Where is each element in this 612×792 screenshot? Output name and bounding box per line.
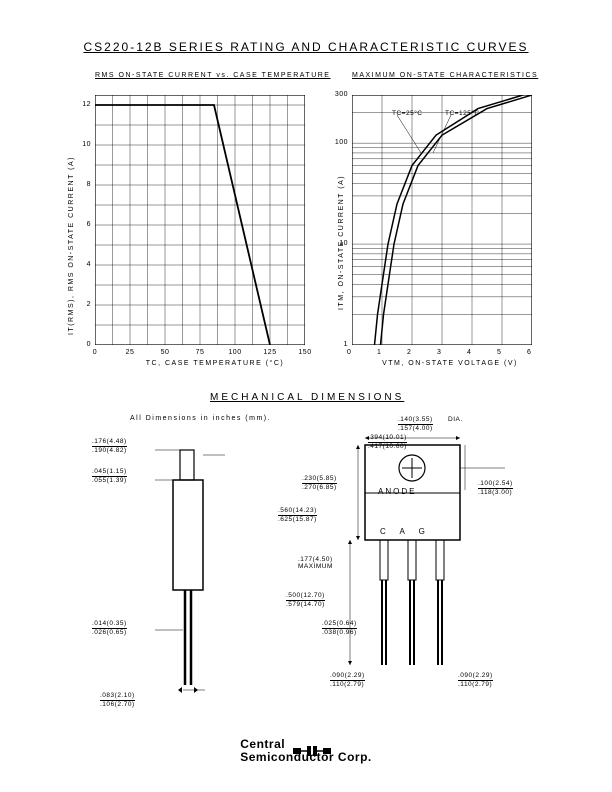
mech-title: MECHANICAL DIMENSIONS (210, 392, 404, 403)
chart1-xtick: 75 (192, 349, 208, 356)
mech-note: All Dimensions in inches (mm). (130, 415, 271, 422)
chart2-ytick: 1 (330, 341, 348, 348)
chart2-xtick: 1 (377, 349, 381, 356)
chart2-xtick: 4 (467, 349, 471, 356)
dim-500-579: .500(12.70).579(14.70) (286, 592, 325, 609)
dim-045-055: .045(1.15).055(1.39) (92, 468, 127, 485)
dim-090-110-r: .090(2.29).110(2.79) (458, 672, 493, 689)
front-view-drawing (330, 430, 510, 700)
chart1-xtick: 0 (87, 349, 103, 356)
chart1-xtick: 50 (157, 349, 173, 356)
chart1-ylabel: IT(RMS), RMS ON-STATE CURRENT (A) (68, 156, 75, 335)
chart1-ytick: 10 (75, 141, 91, 148)
dim-100-118: .100(2.54).118(3.00) (478, 480, 513, 497)
chart1-xtick: 100 (227, 349, 243, 356)
chart2-xtick: 3 (437, 349, 441, 356)
chart2-ytick: 100 (330, 139, 348, 146)
chart2-plot (352, 95, 532, 345)
curve1-label: TC=25°C (392, 110, 422, 117)
dim-176-190: .176(4.48).190(4.82) (92, 438, 127, 455)
chart2-xtick: 2 (407, 349, 411, 356)
dim-560-625: .560(14.23).625(15.87) (278, 507, 317, 524)
dim-177: .177(4.50)MAXIMUM (298, 556, 333, 570)
chart1-xlabel: TC, CASE TEMPERATURE (°C) (140, 360, 290, 367)
chart2-xtick: 5 (497, 349, 501, 356)
chart1-xtick: 25 (122, 349, 138, 356)
side-view-drawing (155, 430, 245, 700)
dim-230-270: .230(5.85).270(6.85) (302, 475, 337, 492)
chart1-xtick: 125 (262, 349, 278, 356)
dim-083-106: .083(2.10).106(2.70) (100, 692, 135, 709)
chart1-ytick: 2 (75, 301, 91, 308)
chart2-ytick: 10 (330, 240, 348, 247)
chart1-plot (95, 95, 305, 345)
dim-014-026: .014(0.35).026(0.65) (92, 620, 127, 637)
chart2-xtick: 6 (527, 349, 531, 356)
dim-394-417: .394(10.01).417(10.60) (368, 434, 407, 451)
chart1-ytick: 12 (75, 101, 91, 108)
chart2-ytick: 300 (330, 91, 348, 98)
anode-label: ANODE (378, 487, 416, 496)
dim-140-157: .140(3.55).157(4.00) (398, 416, 433, 433)
chart1-title: RMS ON-STATE CURRENT vs. CASE TEMPERATUR… (95, 72, 330, 79)
chart1-ytick: 4 (75, 261, 91, 268)
chart1-ytick: 6 (75, 221, 91, 228)
chart2-xtick: 0 (347, 349, 351, 356)
dia-label: DIA. (448, 416, 463, 423)
dim-090-110-l: .090(2.29).110(2.79) (330, 672, 365, 689)
chart1-ytick: 8 (75, 181, 91, 188)
dim-025-038: .025(0.64).038(0.96) (322, 620, 357, 637)
chart1-ytick: 0 (75, 341, 91, 348)
footer: Central Semiconductor Corp. (0, 738, 612, 764)
curve2-label: TC=125°C (445, 110, 480, 117)
chart1-xtick: 150 (297, 349, 313, 356)
cag-label: C A G (380, 527, 431, 536)
chart2-title: MAXIMUM ON-STATE CHARACTERISTICS (352, 72, 538, 79)
chart2-xlabel: VTM, ON-STATE VOLTAGE (V) (370, 360, 530, 367)
page-title: CS220-12B SERIES RATING AND CHARACTERIST… (0, 40, 612, 54)
logo-icon (293, 744, 331, 758)
